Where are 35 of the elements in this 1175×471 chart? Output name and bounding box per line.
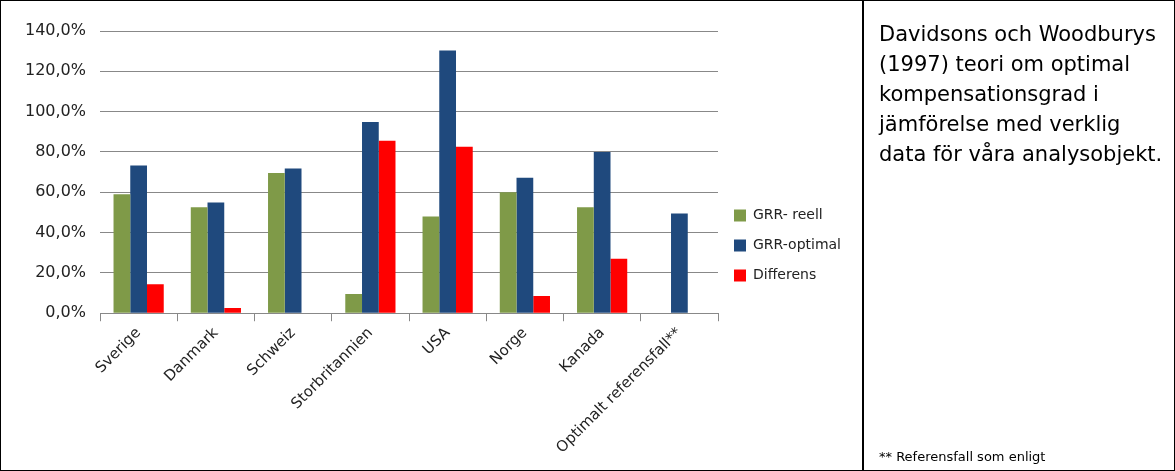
y-tick-label: 100,0% [24,100,87,120]
bar [516,177,534,313]
y-tick-label: 20,0% [35,262,87,282]
text: ** Referensfall som enligt [879,449,1047,464]
bar [422,216,440,313]
bar [113,194,131,313]
bar [610,258,628,313]
bar [456,146,473,313]
bar [533,296,550,313]
legend-label: GRR-optimal [753,236,842,253]
y-tick-label: 60,0% [35,181,87,201]
text: Davidsons och Woodburys (1997) teori om optimal kompensationsgrad i jämförelse med verklig data för våra analysobjekt. [879,21,1164,168]
bar [284,168,302,313]
bar [147,284,164,313]
x-tick-label: USA [418,322,454,359]
bar [130,165,147,313]
y-tick-label: 120,0% [24,60,87,80]
bar [207,202,225,313]
bar [499,192,517,313]
bar [345,294,363,313]
bar [439,50,457,313]
y-tick-label: 80,0% [35,141,87,161]
legend-label: GRR- reell [753,206,823,223]
legend-label: Differens [753,266,817,283]
bar [593,151,611,313]
bar [671,213,688,313]
bar [378,140,396,313]
bar [190,207,208,313]
bar [362,121,379,313]
bar [577,207,594,313]
bar [268,173,285,313]
bar [224,307,241,313]
y-tick-label: 140,0% [24,20,87,40]
y-tick-label: 0,0% [45,302,87,322]
y-tick-label: 40,0% [35,221,87,241]
